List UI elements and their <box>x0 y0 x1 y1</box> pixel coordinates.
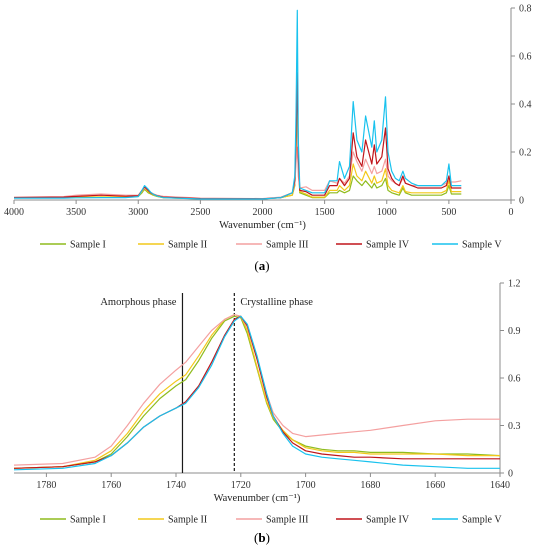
legend-label: Sample II <box>168 240 207 251</box>
legend-a: Sample I Sample II Sample III Sample IV Samp… <box>40 240 502 251</box>
legend-label: Sample IV <box>366 240 410 251</box>
legend-label: Sample IV <box>366 515 410 526</box>
legend-label: Sample II <box>168 515 207 526</box>
caption-b: (b) <box>254 530 270 545</box>
y-tick-label: 0.6 <box>508 374 521 385</box>
legend-label: Sample III <box>266 515 309 526</box>
series-line-sample-iv <box>13 72 462 200</box>
y-tick-label: 0.4 <box>519 100 532 111</box>
y-tick-label: 0 <box>519 196 524 207</box>
series-line-sample-ii <box>14 74 462 200</box>
legend-label: Sample I <box>70 240 106 251</box>
series-line-sample-i <box>13 315 501 469</box>
x-tick-label: 1760 <box>101 480 121 491</box>
crystalline-phase-label: Crystalline phase <box>240 297 313 308</box>
y-tick-label: 0 <box>508 469 513 480</box>
x-tick-label: 1500 <box>315 207 335 218</box>
caption-a: (a) <box>254 258 269 273</box>
legend-label: Sample V <box>462 515 502 526</box>
x-tick-label: 2000 <box>253 207 273 218</box>
y-tick-label: 0.8 <box>519 4 532 15</box>
chart-a: 4000 3500 3000 2500 2000 1500 1000 500 00 0.2 0.4 0… <box>4 4 532 232</box>
caption-b-letter: b <box>258 530 265 545</box>
x-tick-label: 3500 <box>66 207 86 218</box>
x-axis-label: Wavenumber (cm⁻¹) <box>219 220 306 231</box>
series-line-sample-iv <box>13 315 500 469</box>
legend-label: Sample III <box>266 240 309 251</box>
x-tick-label: 1680 <box>360 480 380 491</box>
x-tick-label: 1660 <box>425 480 445 491</box>
caption-a-letter: a <box>259 258 266 273</box>
x-tick-label: 1740 <box>166 480 186 491</box>
x-tick-label: 500 <box>441 207 456 218</box>
x-tick-label: 4000 <box>4 207 24 218</box>
y-tick-label: 0.2 <box>519 148 532 159</box>
legend-label: Sample V <box>462 240 502 251</box>
x-tick-label: 1780 <box>36 480 56 491</box>
x-tick-label: 3000 <box>128 207 148 218</box>
series-line-sample-v <box>13 315 500 471</box>
series-line-sample-v <box>14 9 462 200</box>
series-line-sample-ii <box>13 314 500 469</box>
x-tick-label: 0 <box>509 207 514 218</box>
y-tick-label: 0.3 <box>508 421 521 432</box>
x-tick-label: 1000 <box>377 207 397 218</box>
series-line-sample-iii <box>13 314 500 466</box>
y-tick-label: 0.9 <box>508 326 521 337</box>
legend-label: Sample I <box>70 515 106 526</box>
x-tick-label: 1640 <box>490 480 510 491</box>
legend-b: Sample I Sample II Sample III Sample IV Samp… <box>40 515 502 526</box>
y-tick-label: 0.6 <box>519 52 532 63</box>
x-tick-label: 1700 <box>296 480 316 491</box>
y-tick-label: 1.2 <box>508 279 521 290</box>
series-line-sample-i <box>14 74 462 200</box>
x-tick-label: 1720 <box>231 480 251 491</box>
amorphous-phase-label: Amorphous phase <box>100 297 176 308</box>
x-tick-label: 2500 <box>190 207 210 218</box>
x-axis-label: Wavenumber (cm⁻¹) <box>214 493 301 504</box>
